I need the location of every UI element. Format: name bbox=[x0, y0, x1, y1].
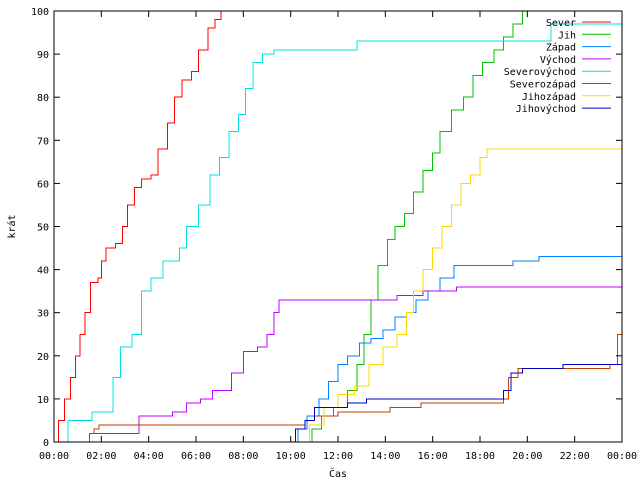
series-line-8 bbox=[290, 363, 622, 443]
x-tick-label: 08:00 bbox=[228, 451, 258, 462]
x-tick-label: 04:00 bbox=[134, 451, 164, 462]
y-tick-label: 20 bbox=[37, 352, 49, 363]
legend: SeverJihZápadVýchodSeverovýchodSeverozáp… bbox=[504, 18, 611, 115]
series-line-7 bbox=[295, 148, 622, 443]
legend-label: Severovýchod bbox=[504, 66, 576, 78]
x-tick-labels: 00:00 02:00 04:00 06:00 08:00 10:00 12:00 14:00… bbox=[39, 451, 637, 462]
x-tick-label: 16:00 bbox=[418, 451, 448, 462]
x-tick-label: 10:00 bbox=[276, 451, 306, 462]
y-tick-label: 50 bbox=[37, 223, 49, 234]
y-tick-label: 90 bbox=[37, 50, 49, 61]
legend-label: Jih bbox=[558, 30, 576, 41]
x-tick-label: 00:00 bbox=[607, 451, 637, 462]
x-tick-label: 00:00 bbox=[39, 451, 69, 462]
y-tick-label: 30 bbox=[37, 309, 49, 320]
y-tick-label: 60 bbox=[37, 179, 49, 190]
y-tick-label: 10 bbox=[37, 395, 49, 406]
y-tick-labels: 0 10 20 30 40 50 60 70 80 90 100 bbox=[31, 7, 49, 449]
x-tick-label: 18:00 bbox=[465, 451, 495, 462]
legend-label: Západ bbox=[546, 42, 576, 54]
y-tick-label: 100 bbox=[31, 7, 49, 18]
series-line-5 bbox=[65, 23, 622, 443]
x-tick-label: 20:00 bbox=[512, 451, 542, 462]
y-tick-label: 70 bbox=[37, 136, 49, 147]
legend-label: Severozápad bbox=[510, 79, 576, 91]
series-line-3 bbox=[290, 243, 623, 443]
series-line-4 bbox=[87, 286, 622, 443]
x-tick-label: 06:00 bbox=[181, 451, 211, 462]
x-tick-label: 02:00 bbox=[86, 451, 116, 462]
legend-label: Východ bbox=[540, 54, 576, 66]
x-tick-label: 12:00 bbox=[323, 451, 353, 462]
y-tick-label: 40 bbox=[37, 266, 49, 277]
series-line-1 bbox=[54, 11, 222, 443]
y-axis-label: krát bbox=[6, 214, 18, 238]
legend-label: Sever bbox=[546, 18, 576, 29]
y-tick-label: 0 bbox=[43, 438, 49, 449]
series-line-2 bbox=[304, 11, 524, 443]
plot-lines bbox=[54, 11, 623, 443]
x-tick-label: 14:00 bbox=[370, 451, 400, 462]
legend-label: Jihovýchod bbox=[516, 103, 576, 115]
x-tick-label: 22:00 bbox=[560, 451, 590, 462]
x-axis-label: Čas bbox=[329, 467, 347, 480]
legend-label: Jihozápad bbox=[522, 91, 576, 103]
y-tick-label: 80 bbox=[37, 93, 49, 104]
axis-ticks bbox=[53, 10, 623, 443]
